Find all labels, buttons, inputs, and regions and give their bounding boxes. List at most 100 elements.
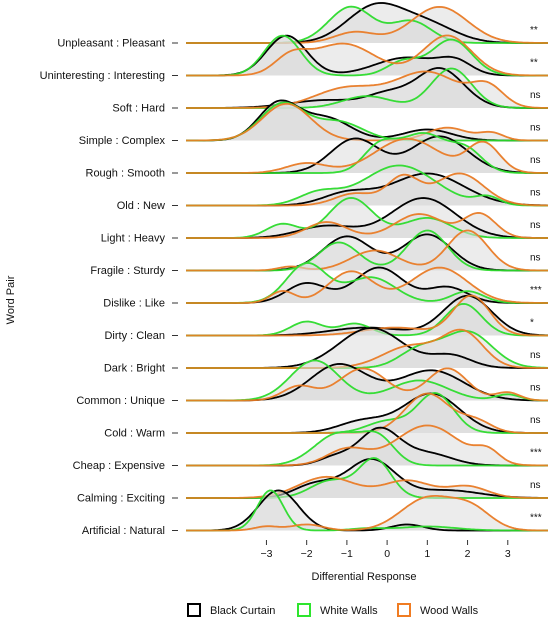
ridge-row: [186, 132, 548, 174]
density-fill: [186, 425, 548, 466]
density-line-wood-walls: [186, 266, 548, 304]
density-fill: [186, 360, 548, 401]
density-line-wood-walls: [186, 475, 548, 499]
row-label: Cold : Warm: [104, 428, 165, 440]
legend: Black Curtain White Walls Wood Walls: [187, 603, 479, 617]
ridge-row: [186, 196, 548, 239]
density-fill: [186, 173, 548, 206]
density-line-wood-walls: [186, 34, 548, 77]
ridge-row: [186, 457, 548, 499]
density-fill: [186, 71, 548, 108]
ridge-row: [186, 2, 548, 44]
significance-label: ns: [530, 90, 541, 101]
ridge-row: [186, 164, 549, 207]
density-fill: [186, 329, 548, 368]
ridgeline-plot-area: [186, 2, 549, 532]
density-line-wood-walls: [186, 102, 548, 142]
density-line-wood-walls: [186, 495, 548, 532]
density-line-white-walls: [186, 34, 548, 77]
density-fill: [186, 35, 548, 76]
significance-label: ***: [530, 513, 542, 524]
ridge-row: [186, 34, 548, 77]
significance-label: ns: [530, 350, 541, 361]
significance-label: ns: [530, 480, 541, 491]
density-fill: [186, 103, 548, 141]
density-fill: [186, 6, 548, 44]
significance-label: ***: [530, 285, 542, 296]
row-label: Rough : Smooth: [86, 168, 166, 180]
density-fill: [186, 393, 548, 433]
ridge-row: [186, 489, 548, 532]
density-fill: [186, 230, 548, 271]
row-label: Dirty : Clean: [104, 330, 165, 342]
x-tick-label: 2: [465, 548, 471, 560]
x-axis-title: Differential Response: [312, 571, 417, 583]
significance-label: ns: [530, 383, 541, 394]
ridge-row: [186, 99, 548, 142]
ridge-row: [186, 327, 549, 369]
row-label: Dislike : Like: [103, 298, 165, 310]
density-line-wood-walls: [186, 172, 549, 207]
density-line-wood-walls: [186, 137, 548, 174]
ridge-row: [186, 391, 548, 434]
density-line-wood-walls: [186, 211, 548, 239]
x-tick-label: 1: [424, 548, 430, 560]
density-line-white-walls: [186, 196, 548, 239]
ridge-row: [186, 424, 548, 467]
row-label: Common : Unique: [76, 395, 165, 407]
row-label: Uninteresting : Interesting: [40, 70, 165, 82]
row-label: Artificial : Natural: [82, 525, 165, 537]
row-label: Old : New: [117, 200, 165, 212]
ridge-row: [186, 229, 548, 272]
legend-swatch: [187, 603, 201, 617]
density-line-wood-walls: [186, 367, 549, 402]
x-tick-label: −1: [341, 548, 353, 560]
significance-label: *: [530, 318, 534, 329]
significance-label: ns: [530, 220, 541, 231]
significance-label: ns: [530, 155, 541, 166]
legend-label: White Walls: [320, 605, 378, 617]
legend-item: Wood Walls: [397, 603, 479, 617]
ridge-row: [186, 359, 549, 402]
significance-label: ns: [530, 188, 541, 199]
y-axis-labels: Unpleasant : Pleasant Uninteresting : Int…: [40, 38, 178, 537]
significance-label: ns: [530, 415, 541, 426]
row-label: Calming : Exciting: [77, 493, 165, 505]
legend-swatch: [397, 603, 411, 617]
row-label: Unpleasant : Pleasant: [57, 38, 165, 50]
significance-label: **: [530, 58, 538, 69]
x-tick-label: 3: [505, 548, 511, 560]
density-fill: [186, 476, 548, 498]
density-fill: [186, 212, 548, 238]
significance-label: **: [530, 25, 538, 36]
x-tick-label: 0: [384, 548, 390, 560]
row-label: Fragile : Sturdy: [90, 265, 165, 277]
density-fill: [186, 458, 548, 498]
row-label: Dark : Bright: [104, 363, 165, 375]
density-line-wood-walls: [186, 229, 548, 272]
legend-item: White Walls: [297, 603, 378, 617]
significance-label: ns: [530, 123, 541, 134]
significance-label: ns: [530, 253, 541, 264]
density-line-wood-walls: [186, 70, 549, 109]
y-axis-title: Word Pair: [5, 275, 17, 324]
density-fill: [186, 495, 548, 531]
row-label: Cheap : Expensive: [73, 460, 165, 472]
density-fill: [186, 490, 548, 531]
density-fill: [186, 138, 548, 173]
density-line-wood-walls: [186, 328, 548, 369]
ridge-row: [186, 261, 548, 304]
row-label: Simple : Complex: [79, 135, 166, 147]
density-line-wood-walls: [186, 424, 548, 467]
legend-item: Black Curtain: [187, 603, 275, 617]
row-label: Light : Heavy: [101, 233, 166, 245]
density-fill: [186, 6, 548, 43]
row-label: Soft : Hard: [112, 103, 165, 115]
ridge-row: [186, 67, 549, 109]
density-fill: [186, 197, 548, 238]
x-tick-label: −3: [260, 548, 272, 560]
legend-swatch: [297, 603, 311, 617]
significance-label: ***: [530, 448, 542, 459]
